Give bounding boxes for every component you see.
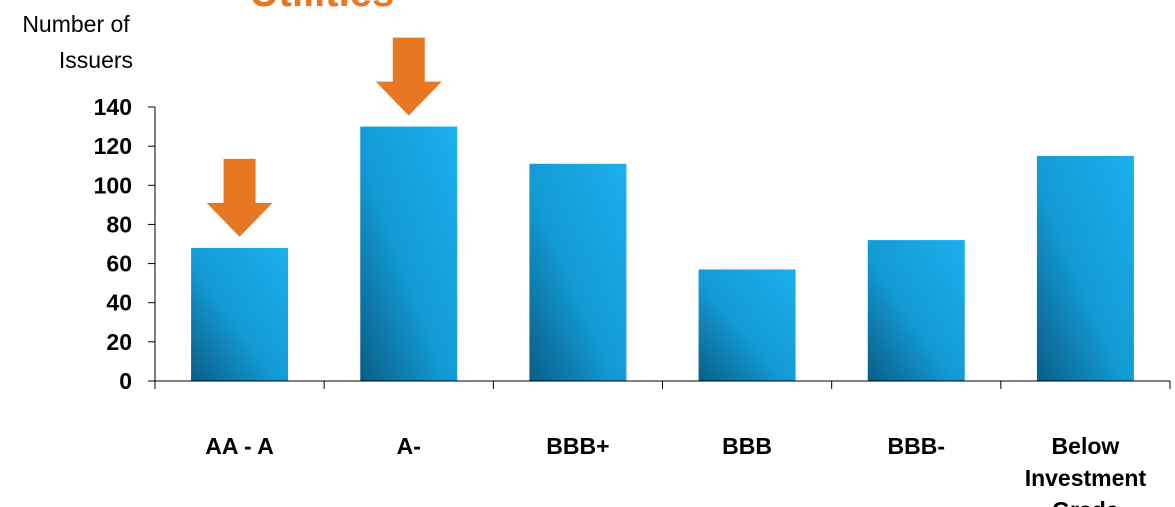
bar-below-investment-grade bbox=[1036, 155, 1134, 381]
y-tick-label: 120 bbox=[94, 133, 132, 159]
x-tick-label: BelowInvestmentGrade bbox=[1025, 433, 1147, 507]
bar-bbb bbox=[698, 269, 796, 381]
down-arrow-icon bbox=[206, 158, 273, 237]
bar-bbb bbox=[867, 240, 965, 381]
y-tick-label: 140 bbox=[94, 94, 132, 120]
y-tick-label: 40 bbox=[106, 290, 132, 316]
axes bbox=[154, 107, 1171, 389]
y-axis-label-line-1: Number of bbox=[22, 11, 130, 37]
x-tick-label: BBB- bbox=[888, 433, 946, 459]
x-tick-label: BBB bbox=[722, 433, 772, 459]
highlight-arrows bbox=[206, 37, 442, 237]
y-tick-label: 20 bbox=[106, 329, 132, 355]
bar-a bbox=[360, 126, 458, 381]
x-tick-label: A- bbox=[397, 433, 421, 459]
bar-aa-a bbox=[191, 247, 289, 381]
y-tick-label: 80 bbox=[106, 211, 132, 237]
x-tick-label: BBB+ bbox=[546, 433, 609, 459]
x-axis-ticks: AA - A A- BBB+ BBB BBB- BelowInvestmentGrade bbox=[205, 433, 1146, 507]
y-tick-label: 60 bbox=[106, 251, 132, 277]
y-tick-label: 100 bbox=[94, 172, 132, 198]
bar-bbb bbox=[529, 163, 627, 381]
y-axis-label-line-2: Issuers bbox=[59, 47, 133, 73]
y-axis-ticks: 0 20 40 60 80 100 120 140 bbox=[94, 94, 155, 394]
down-arrow-icon bbox=[375, 37, 442, 116]
bars bbox=[191, 126, 1134, 381]
x-tick-label: AA - A bbox=[205, 433, 274, 459]
y-tick-label: 0 bbox=[119, 368, 132, 394]
chart-title: Utilities bbox=[250, 0, 394, 15]
